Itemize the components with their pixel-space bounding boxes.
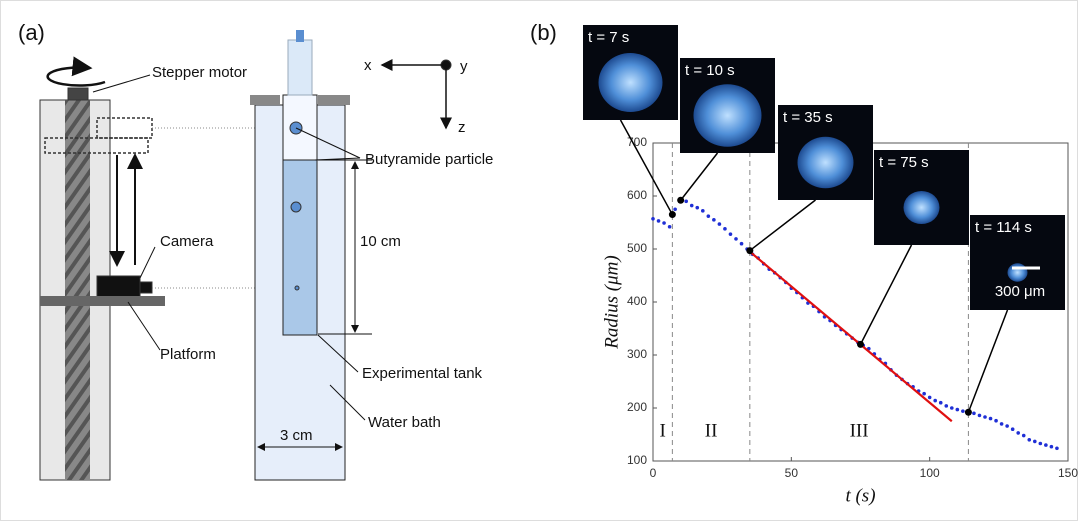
x-tick-label: 100 xyxy=(920,466,940,480)
data-point xyxy=(1033,440,1037,444)
data-point xyxy=(673,207,677,211)
data-point xyxy=(1039,442,1043,446)
data-point xyxy=(939,401,943,405)
phase-label: III xyxy=(850,420,869,441)
data-point xyxy=(928,396,932,400)
data-point xyxy=(950,406,954,410)
data-point xyxy=(956,408,960,412)
data-point xyxy=(972,412,976,416)
data-point xyxy=(657,219,661,223)
label: Camera xyxy=(160,233,214,250)
data-point xyxy=(701,209,705,213)
data-point xyxy=(933,399,937,403)
inset-label: t = 114 s xyxy=(975,219,1032,236)
figure: (a) Stepper motor Camera Platform Butyra… xyxy=(0,0,1078,521)
data-point xyxy=(695,206,699,210)
data-point xyxy=(1055,446,1059,450)
data-point xyxy=(1000,422,1004,426)
data-point xyxy=(1027,438,1031,442)
particle-image xyxy=(798,137,854,189)
data-point xyxy=(690,204,694,208)
data-point xyxy=(1005,424,1009,428)
data-point xyxy=(994,419,998,423)
label: 3 cm xyxy=(280,427,313,444)
y-tick-label: 200 xyxy=(627,400,647,414)
data-point xyxy=(712,218,716,222)
inset-label: t = 75 s xyxy=(879,154,929,171)
y-axis-label: Radius (μm) xyxy=(601,255,622,349)
data-point xyxy=(944,404,948,408)
particle-image xyxy=(694,84,762,147)
inset-label: t = 7 s xyxy=(588,29,629,46)
data-point xyxy=(922,392,926,396)
y-tick-label: 300 xyxy=(627,347,647,361)
label: Platform xyxy=(160,346,216,363)
label: 10 cm xyxy=(360,233,401,250)
y-tick-label: 400 xyxy=(627,294,647,308)
y-tick-label: 100 xyxy=(627,453,647,467)
phase-label: II xyxy=(705,420,718,441)
x-tick-label: 0 xyxy=(650,466,657,480)
particle-image xyxy=(599,53,663,112)
label: Stepper motor xyxy=(152,64,247,81)
label: Water bath xyxy=(368,414,441,431)
data-point xyxy=(668,225,672,229)
data-point xyxy=(723,227,727,231)
particle-image xyxy=(1008,263,1028,281)
data-point xyxy=(1016,431,1020,435)
x-axis-label: t (s) xyxy=(845,485,875,506)
data-point xyxy=(684,200,688,204)
label: y xyxy=(460,58,468,75)
particle-image xyxy=(904,191,940,224)
data-point xyxy=(662,221,666,225)
label: Experimental tank xyxy=(362,365,483,382)
x-tick-label: 150 xyxy=(1058,466,1078,480)
label: Butyramide particle xyxy=(365,151,493,168)
panel-label: (a) xyxy=(18,20,45,45)
data-point xyxy=(729,232,733,236)
inset-label: t = 35 s xyxy=(783,109,833,126)
phase-label: I xyxy=(660,420,666,441)
data-point xyxy=(961,409,965,413)
data-point xyxy=(651,217,655,221)
label: x xyxy=(364,57,372,74)
data-point xyxy=(734,237,738,241)
y-tick-label: 500 xyxy=(627,241,647,255)
data-point xyxy=(740,242,744,246)
scale-bar-label: 300 μm xyxy=(995,283,1045,300)
data-point xyxy=(1044,443,1048,447)
data-point xyxy=(1022,434,1026,438)
data-point xyxy=(707,214,711,218)
data-point xyxy=(989,417,993,421)
x-tick-label: 50 xyxy=(785,466,799,480)
data-point xyxy=(983,415,987,419)
inset-label: t = 10 s xyxy=(685,62,735,79)
y-tick-label: 600 xyxy=(627,188,647,202)
data-point xyxy=(1050,445,1054,449)
panel-label: (b) xyxy=(530,20,557,45)
data-point xyxy=(718,222,722,226)
data-point xyxy=(978,414,982,418)
label: z xyxy=(458,119,466,136)
data-point xyxy=(1011,427,1015,431)
